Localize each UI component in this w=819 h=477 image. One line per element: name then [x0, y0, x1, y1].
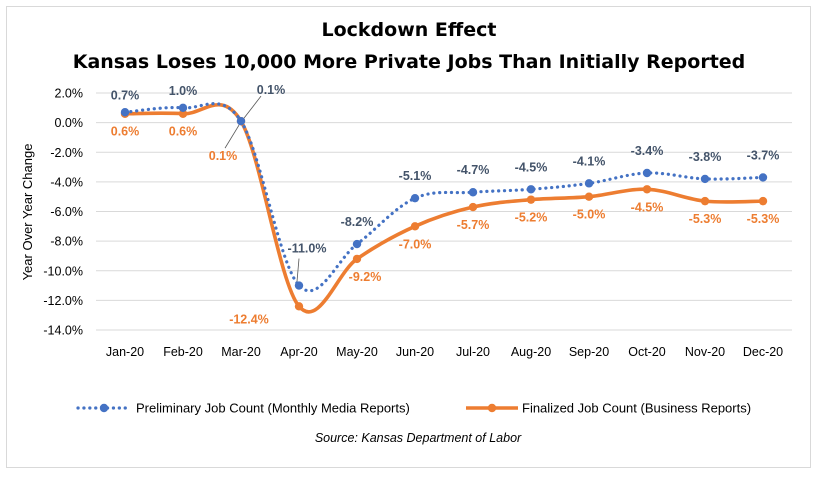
- point-finalized: [468, 202, 478, 212]
- leader-line: [296, 258, 300, 282]
- data-label-preliminary: -3.7%: [747, 148, 780, 162]
- x-tick-label: Jan-20: [106, 345, 144, 359]
- data-label-preliminary: -4.5%: [515, 160, 548, 174]
- point-preliminary: [700, 174, 710, 184]
- point-finalized: [410, 222, 420, 231]
- data-label-finalized: -4.5%: [631, 200, 664, 214]
- x-tick-label: May-20: [336, 345, 378, 359]
- point-preliminary: [468, 188, 478, 197]
- point-finalized: [294, 302, 304, 311]
- data-label-preliminary: 0.7%: [111, 88, 140, 102]
- data-labels: 0.7% 1.0% 0.1% -11.0% -8.2% -5.1% -4.7% -4.5% -4…: [111, 83, 780, 326]
- x-tick-label: Apr-20: [280, 345, 318, 359]
- chart-title-line-1: Lockdown Effect: [321, 19, 496, 41]
- x-tick-label: Oct-20: [628, 345, 666, 359]
- data-label-finalized: -5.3%: [747, 212, 780, 226]
- leader-line: [224, 124, 240, 149]
- data-label-preliminary: -3.4%: [631, 144, 664, 158]
- data-label-finalized: 0.6%: [169, 125, 198, 139]
- y-tick-label: -10.0%: [43, 264, 83, 278]
- point-finalized: [642, 185, 652, 194]
- data-label-preliminary: -8.2%: [341, 215, 374, 229]
- point-preliminary: [584, 179, 594, 188]
- point-preliminary: [758, 173, 768, 182]
- point-preliminary: [526, 185, 536, 194]
- y-tick-label: -8.0%: [50, 235, 83, 249]
- data-label-finalized: 0.1%: [209, 149, 238, 163]
- data-label-finalized: -5.2%: [515, 211, 548, 225]
- point-preliminary: [236, 116, 246, 126]
- x-tick-label: Mar-20: [221, 345, 261, 359]
- point-finalized: [758, 196, 768, 206]
- data-label-finalized: -5.3%: [689, 212, 722, 226]
- gridlines: [96, 92, 792, 331]
- data-label-finalized: -7.0%: [399, 237, 432, 251]
- data-label-finalized: 0.6%: [111, 125, 140, 139]
- series-line-preliminary: [123, 102, 765, 293]
- x-tick-label: Nov-20: [685, 345, 725, 359]
- data-label-finalized: -5.0%: [573, 208, 606, 222]
- y-tick-label: 0.0%: [55, 116, 84, 130]
- y-axis-label: Year Over Year Change: [20, 144, 35, 281]
- series: [120, 102, 768, 314]
- point-finalized: [584, 192, 594, 201]
- data-label-finalized: -12.4%: [229, 312, 269, 326]
- legend-marker-finalized: [487, 403, 497, 413]
- x-tick-label: Feb-20: [163, 345, 203, 359]
- data-label-preliminary: 1.0%: [169, 84, 198, 98]
- chart-title-line-2: Kansas Loses 10,000 More Private Jobs Th…: [73, 51, 746, 73]
- legend: Preliminary Job Count (Monthly Media Rep…: [76, 401, 751, 416]
- point-finalized: [352, 254, 362, 264]
- data-label-preliminary: -3.8%: [689, 150, 722, 164]
- chart-source: Source: Kansas Department of Labor: [315, 431, 522, 445]
- y-tick-label: -14.0%: [43, 324, 83, 338]
- leader-line: [243, 95, 262, 119]
- point-preliminary: [410, 193, 420, 203]
- point-preliminary: [120, 108, 130, 117]
- data-label-preliminary: -4.1%: [573, 154, 606, 168]
- point-finalized: [700, 196, 710, 206]
- legend-label-finalized: Finalized Job Count (Business Reports): [522, 401, 751, 416]
- x-tick-label: Jun-20: [396, 345, 434, 359]
- y-tick-label: -2.0%: [50, 146, 83, 160]
- x-tick-label: Sep-20: [569, 345, 609, 359]
- y-tick-label: -12.0%: [43, 294, 83, 308]
- legend-label-preliminary: Preliminary Job Count (Monthly Media Rep…: [136, 401, 410, 416]
- y-tick-labels: 2.0% 0.0% -2.0% -4.0% -6.0% -8.0% -10.0% -12.0%…: [43, 87, 83, 338]
- data-label-finalized: -5.7%: [457, 218, 490, 232]
- point-finalized: [526, 195, 536, 204]
- data-label-preliminary: -11.0%: [288, 242, 327, 256]
- x-tick-label: Jul-20: [456, 345, 490, 359]
- chart-frame: [6, 6, 811, 468]
- point-preliminary: [294, 281, 304, 290]
- point-preliminary: [352, 239, 362, 249]
- data-label-finalized: -9.2%: [349, 270, 382, 284]
- x-tick-label: Aug-20: [511, 345, 551, 359]
- data-label-preliminary: -4.7%: [457, 163, 490, 177]
- data-label-preliminary: 0.1%: [257, 83, 286, 97]
- point-preliminary: [642, 168, 652, 178]
- point-finalized: [178, 109, 188, 118]
- data-label-preliminary: -5.1%: [399, 169, 432, 183]
- y-tick-label: 2.0%: [55, 87, 84, 101]
- series-line-finalized: [123, 102, 765, 314]
- y-tick-label: -6.0%: [50, 205, 83, 219]
- legend-marker-preliminary: [99, 403, 109, 413]
- y-tick-label: -4.0%: [50, 175, 83, 189]
- point-preliminary: [178, 103, 188, 113]
- x-tick-label: Dec-20: [743, 345, 783, 359]
- x-tick-labels: Jan-20 Feb-20 Mar-20 Apr-20 May-20 Jun-20 Jul-…: [106, 345, 783, 359]
